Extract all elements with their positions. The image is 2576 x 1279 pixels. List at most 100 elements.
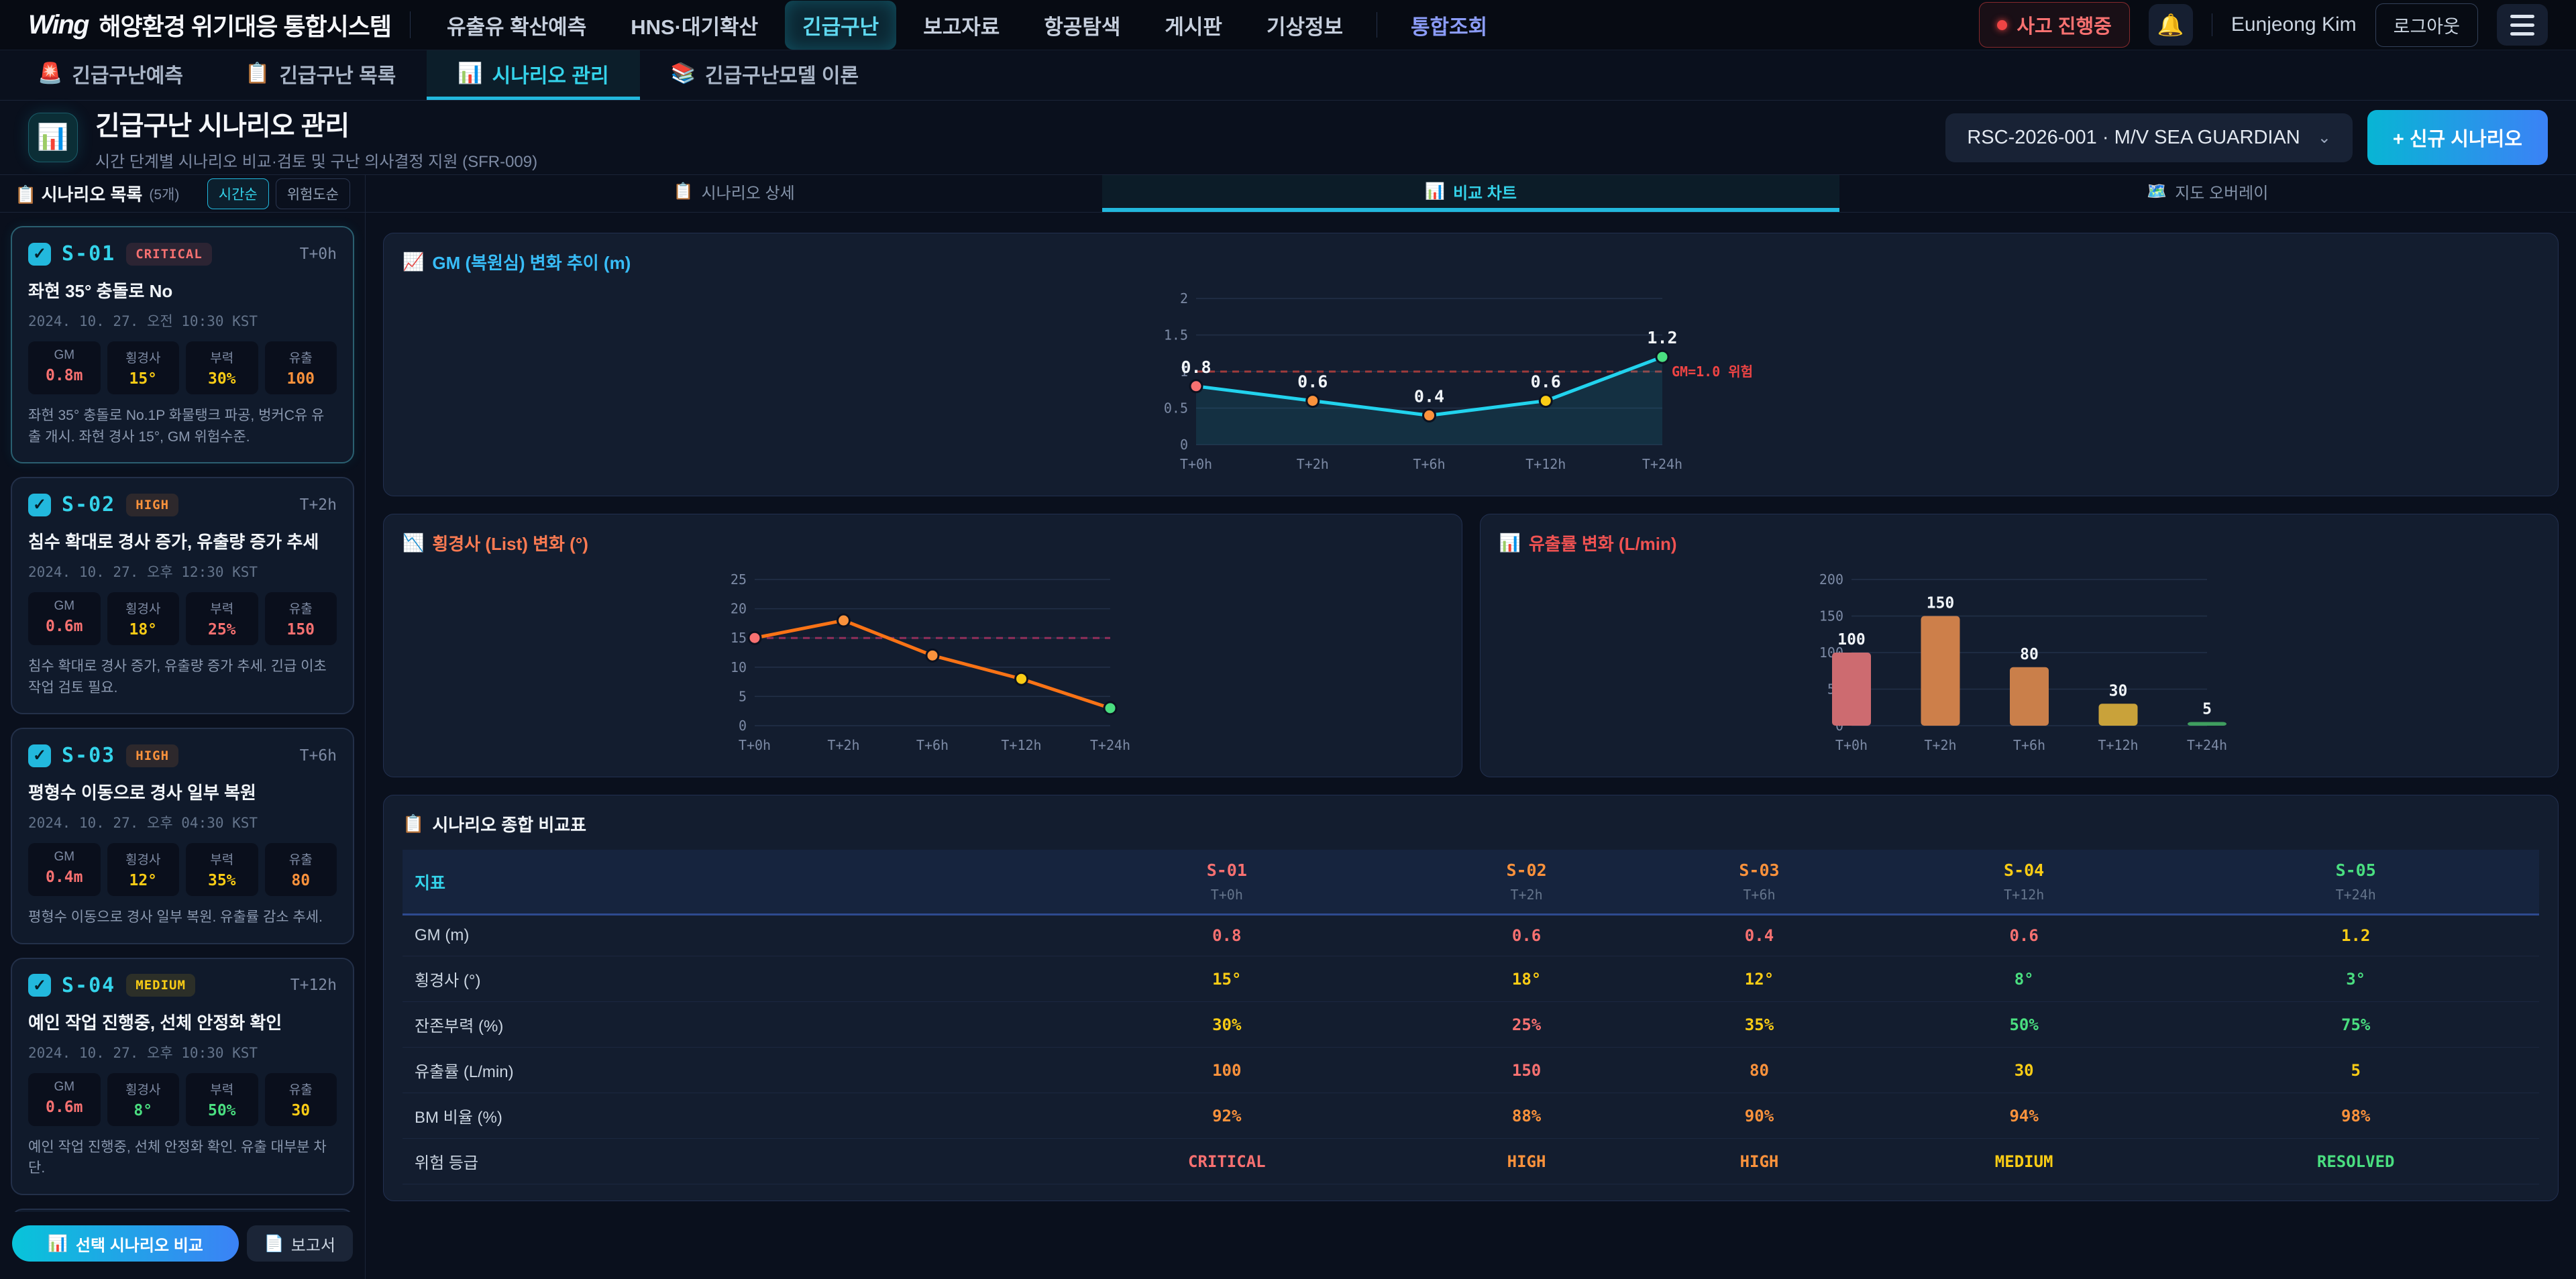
scenario-list: ✓ S-01 CRITICAL T+0h 좌현 35° 충돌로 No 2024. 10. …: [0, 213, 365, 1212]
scenario-list-title: 📋 시나리오 목록: [15, 184, 143, 205]
row-value: 15°: [1043, 956, 1411, 1002]
row-value: 18°: [1410, 956, 1644, 1002]
row-value: 3°: [2172, 956, 2539, 1002]
nav-item-oil-spill-prediction[interactable]: 유출유 확산예측: [446, 15, 587, 39]
scenario-card-S-03[interactable]: ✓ S-03 HIGH T+6h 평형수 이동으로 경사 일부 복원 2024. 10. …: [11, 728, 354, 944]
metric-box: GM 0.4m: [28, 843, 101, 896]
nav-item-board[interactable]: 게시판: [1165, 15, 1222, 39]
metric-value: 18°: [129, 621, 158, 638]
scenario-card-S-02[interactable]: ✓ S-02 HIGH T+2h 침수 확대로 경사 증가, 유출량 증가 추세 2024…: [11, 477, 354, 714]
row-label: 유출률 (L/min): [402, 1047, 1044, 1093]
scenario-description: 침수 확대로 경사 증가, 유출량 증가 추세. 긴급 이초 작업 검토 필요.: [28, 659, 327, 696]
app-title: 해양환경 위기대응 통합시스템: [99, 13, 392, 40]
view-tab-compare-charts[interactable]: 📊 비교 차트: [1102, 175, 1839, 212]
nav-item-hns-air-dispersion[interactable]: HNS·대기확산: [631, 15, 759, 39]
row-value: 0.4: [1643, 914, 1876, 956]
nav-item-aerial-search[interactable]: 항공탐색: [1044, 15, 1121, 39]
chart-decreasing-icon: 📉: [402, 533, 425, 553]
metric-value: 35%: [207, 872, 236, 889]
vessel-select[interactable]: RSC-2026-001 · M/V SEA GUARDIAN ⌄: [1945, 113, 2353, 162]
time-offset: T+2h: [299, 496, 337, 514]
table-body: GM (m) 0.8 0.6 0.4 0.6 1.2 횡경사 (°) 15° 18° 12° 8° 3…: [402, 914, 2539, 1184]
sort-by-time-button[interactable]: 시간순: [207, 178, 269, 209]
spill-chart-title: 📊 유출률 변화 (L/min): [1499, 533, 1677, 554]
scenario-metrics: GM 0.8m 횡경사 15° 부력 30% 유출 100: [28, 341, 337, 394]
row-value: 12°: [1643, 956, 1876, 1002]
nav-item-weather-info[interactable]: 기상정보: [1266, 15, 1344, 39]
comparison-table: 지표 S-01 T+0h S-02 T+2h S-03 T+6h S-04 T+12h S-05 T…: [402, 850, 2539, 1184]
scenario-checkbox[interactable]: ✓: [28, 493, 51, 516]
metric-value: 15°: [129, 370, 158, 388]
logout-button[interactable]: 로그아웃: [2375, 3, 2478, 47]
scenario-header-cell: S-03 T+6h: [1643, 850, 1876, 915]
scenario-title: 좌현 35° 충돌로 No: [28, 281, 173, 301]
compare-scenarios-button[interactable]: 📊 선택 시나리오 비교: [12, 1225, 239, 1262]
row-value: 5: [2172, 1047, 2539, 1093]
sort-by-risk-button[interactable]: 위험도순: [275, 178, 350, 209]
table-head: 지표 S-01 T+0h S-02 T+2h S-03 T+6h S-04 T+12h S-05 T…: [402, 850, 2539, 915]
scenario-checkbox[interactable]: ✓: [28, 744, 51, 767]
spill-bar-chart: 050100150200T+0hT+2hT+6hT+12hT+24h100150…: [1819, 571, 2227, 753]
row-value: 88%: [1410, 1093, 1644, 1139]
metric-label: 횡경사: [125, 602, 161, 616]
tab-rescue-forecast[interactable]: 🚨 긴급구난예측: [7, 50, 214, 100]
scenario-column-id: S-05: [2335, 860, 2376, 880]
row-value: 1.2: [2172, 914, 2539, 956]
tab-rescue-list[interactable]: 📋 긴급구난 목록: [214, 50, 427, 100]
view-tab-label: 지도 오버레이: [2175, 184, 2269, 203]
tab-rescue-model-theory[interactable]: 📚 긴급구난모델 이론: [640, 50, 890, 100]
metric-label: GM: [54, 850, 75, 864]
svg-text:2: 2: [1179, 290, 1187, 307]
view-tab-scenario-detail[interactable]: 📋 시나리오 상세: [366, 175, 1102, 212]
svg-text:0: 0: [1179, 437, 1187, 453]
scenario-column-id: S-02: [1506, 860, 1547, 880]
divider: [409, 11, 411, 38]
metric-label: 유출: [288, 602, 313, 616]
tab-scenario-management[interactable]: 📊 시나리오 관리: [427, 50, 640, 100]
svg-text:150: 150: [1926, 595, 1954, 612]
scenario-column-id: S-04: [2004, 860, 2045, 880]
new-scenario-button[interactable]: + 신규 시나리오: [2367, 110, 2548, 165]
row-label: 잔존부력 (%): [402, 1001, 1044, 1048]
sidebar-footer: 📊 선택 시나리오 비교 📄 보고서: [0, 1212, 365, 1279]
table-row: 위험 등급 CRITICAL HIGH HIGH MEDIUM RESOLVED: [402, 1138, 2539, 1184]
metric-header-cell: 지표: [402, 850, 1044, 915]
scenario-card-S-04[interactable]: ✓ S-04 MEDIUM T+12h 예인 작업 진행중, 선체 안정화 확인 2024…: [11, 957, 354, 1195]
table-row: GM (m) 0.8 0.6 0.4 0.6 1.2: [402, 914, 2539, 956]
scenario-metrics: GM 0.4m 횡경사 12° 부력 35% 유출 80: [28, 843, 337, 896]
row-value: 0.6: [1410, 914, 1644, 956]
severity-badge: MEDIUM: [126, 974, 195, 997]
time-offset: T+0h: [299, 245, 337, 263]
tab-label: 긴급구난모델 이론: [704, 64, 859, 87]
table-row: BM 비율 (%) 92% 88% 90% 94% 98%: [402, 1093, 2539, 1139]
svg-text:15: 15: [731, 630, 747, 646]
scenario-checkbox[interactable]: ✓: [28, 242, 51, 266]
scenario-checkbox[interactable]: ✓: [28, 974, 51, 997]
nav-item-emergency-rescue[interactable]: 긴급구난: [785, 0, 897, 50]
scenario-datetime: 2024. 10. 27. 오후 04:30 KST: [28, 815, 258, 831]
table-row: 횡경사 (°) 15° 18° 12° 8° 3°: [402, 956, 2539, 1002]
nav-item-report-data[interactable]: 보고자료: [923, 15, 1000, 39]
gm-line-chart: 0 0.5 1 1.5 2 T+0h T+2h T+6h T+12h T+24h GM=1.0 위험…: [1163, 290, 1752, 472]
metric-value: 100: [286, 370, 315, 388]
notifications-button[interactable]: 🔔: [2148, 4, 2193, 46]
svg-text:T+24h: T+24h: [1090, 737, 1130, 753]
gm-chart-title: 📈 GM (복원심) 변화 추이 (m): [402, 252, 631, 273]
row-value: 92%: [1043, 1093, 1411, 1139]
svg-text:T+0h: T+0h: [1179, 456, 1212, 472]
view-tab-map-overlay[interactable]: 🗺️ 지도 오버레이: [1839, 175, 2576, 212]
row-label: GM (m): [402, 914, 1044, 956]
metric-box: 부력 30%: [186, 341, 258, 394]
metric-value: 12°: [129, 872, 158, 889]
svg-text:20: 20: [731, 601, 747, 617]
menu-button[interactable]: [2497, 4, 2548, 46]
nav-item-integrated-search[interactable]: 통합조회: [1411, 15, 1488, 39]
row-value: CRITICAL: [1043, 1138, 1411, 1184]
svg-text:T+2h: T+2h: [1296, 456, 1328, 472]
rescue-forecast-icon: 🚨: [38, 62, 63, 85]
scenario-card-header: ✓ S-04 MEDIUM T+12h: [28, 974, 337, 997]
scenario-card-S-01[interactable]: ✓ S-01 CRITICAL T+0h 좌현 35° 충돌로 No 2024. 10. …: [11, 226, 354, 463]
scenario-column-time: T+2h: [1510, 887, 1543, 903]
scenario-column-time: T+6h: [1743, 887, 1776, 903]
report-button[interactable]: 📄 보고서: [246, 1225, 353, 1262]
